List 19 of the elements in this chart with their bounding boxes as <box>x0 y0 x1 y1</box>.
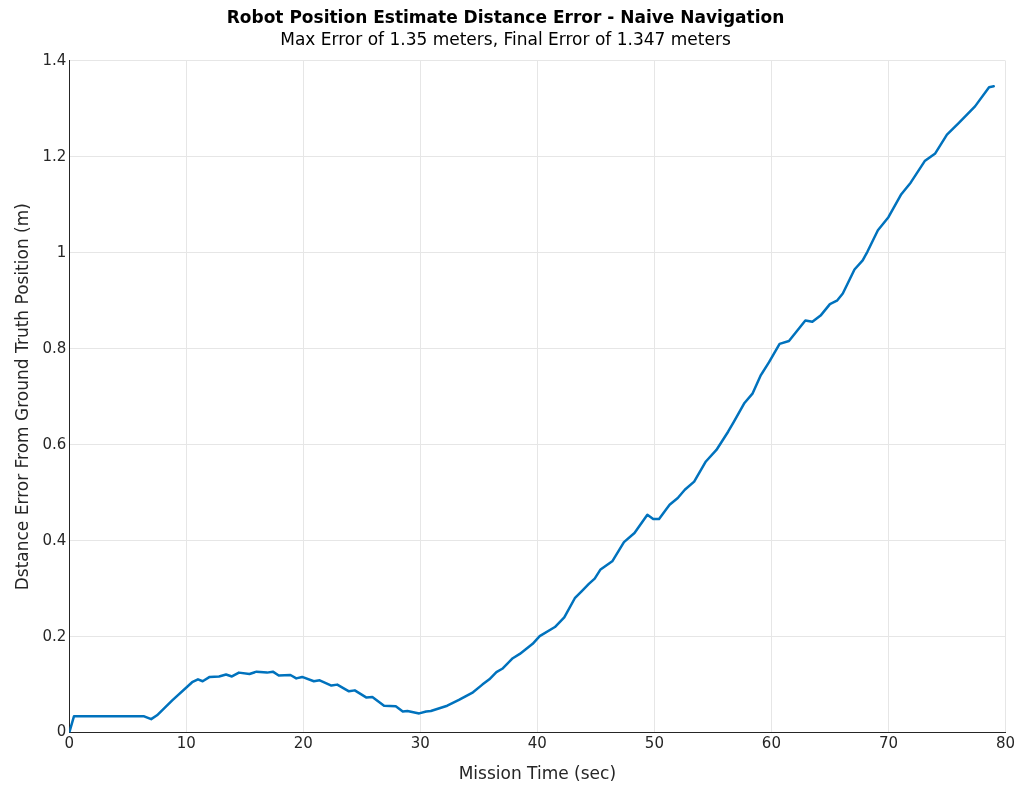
x-tick-label: 30 <box>410 734 430 753</box>
y-tick-label: 0.4 <box>42 530 67 549</box>
x-tick-label: 80 <box>995 734 1015 753</box>
x-tick-label: 70 <box>878 734 898 753</box>
y-axis-title: Dstance Error From Ground Truth Position (m) <box>11 203 32 591</box>
x-tick-label: 60 <box>761 734 781 753</box>
y-tick-label: 1 <box>56 242 67 261</box>
y-tick-label: 0.6 <box>42 434 67 453</box>
y-tick-label: 1.4 <box>42 50 67 69</box>
x-axis-title: Mission Time (sec) <box>458 763 617 784</box>
x-tick-label: 10 <box>176 734 196 753</box>
y-tick-label: 0.2 <box>42 626 67 645</box>
chart-subtitle: Max Error of 1.35 meters, Final Error of 1.347 meters <box>280 29 731 50</box>
x-tick-label: 40 <box>527 734 547 753</box>
x-tick-label: 50 <box>644 734 664 753</box>
y-tick-label: 1.2 <box>42 146 67 165</box>
y-tick-label: 0.8 <box>42 338 67 357</box>
x-tick-label: 20 <box>293 734 313 753</box>
chart-title: Robot Position Estimate Distance Error - Naive Navigation <box>226 6 785 27</box>
